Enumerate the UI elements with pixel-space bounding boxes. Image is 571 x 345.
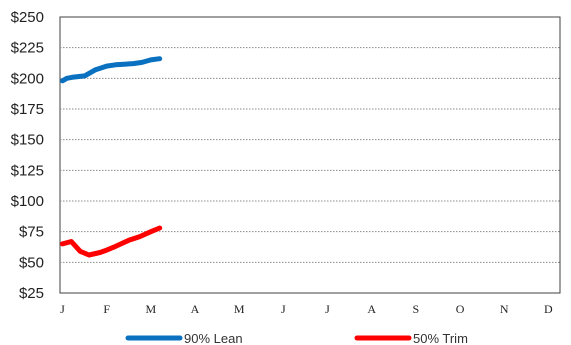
y-tick-label: $175 xyxy=(11,101,44,118)
x-tick-label: N xyxy=(500,302,509,316)
x-tick-label: J xyxy=(281,302,286,316)
x-tick-label: A xyxy=(191,302,200,316)
legend: 90% Lean 50% Trim xyxy=(125,331,468,345)
x-tick-label: D xyxy=(544,302,553,316)
x-tick-label: J xyxy=(325,302,330,316)
y-tick-label: $100 xyxy=(11,193,44,210)
x-tick-label: O xyxy=(456,302,465,316)
series-line-0 xyxy=(60,56,163,84)
x-tick-label: J xyxy=(60,302,65,316)
y-tick-label: $225 xyxy=(11,40,44,57)
x-tick-label: M xyxy=(234,302,245,316)
y-tick-label: $75 xyxy=(19,224,44,241)
gridlines xyxy=(60,47,560,263)
y-tick-label: $50 xyxy=(19,254,44,271)
x-tick-label: S xyxy=(413,302,420,316)
y-tick-label: $200 xyxy=(11,70,44,87)
y-tick-label: $125 xyxy=(11,162,44,179)
plot-area xyxy=(59,16,561,294)
legend-label-1: 50% Trim xyxy=(413,331,468,345)
legend-label-0: 90% Lean xyxy=(184,331,243,345)
y-tick-label: $25 xyxy=(19,285,44,302)
x-tick-label: M xyxy=(146,302,157,316)
x-tick-label: F xyxy=(103,302,110,316)
series-line-1 xyxy=(60,225,163,258)
series-lines xyxy=(60,56,163,258)
x-tick-label: A xyxy=(367,302,376,316)
y-tick-label: $250 xyxy=(11,9,44,26)
y-axis: $250 $225 $200 $175 $150 $125 $100 $75 $50 $25 xyxy=(11,9,44,302)
y-tick-label: $150 xyxy=(11,132,44,149)
